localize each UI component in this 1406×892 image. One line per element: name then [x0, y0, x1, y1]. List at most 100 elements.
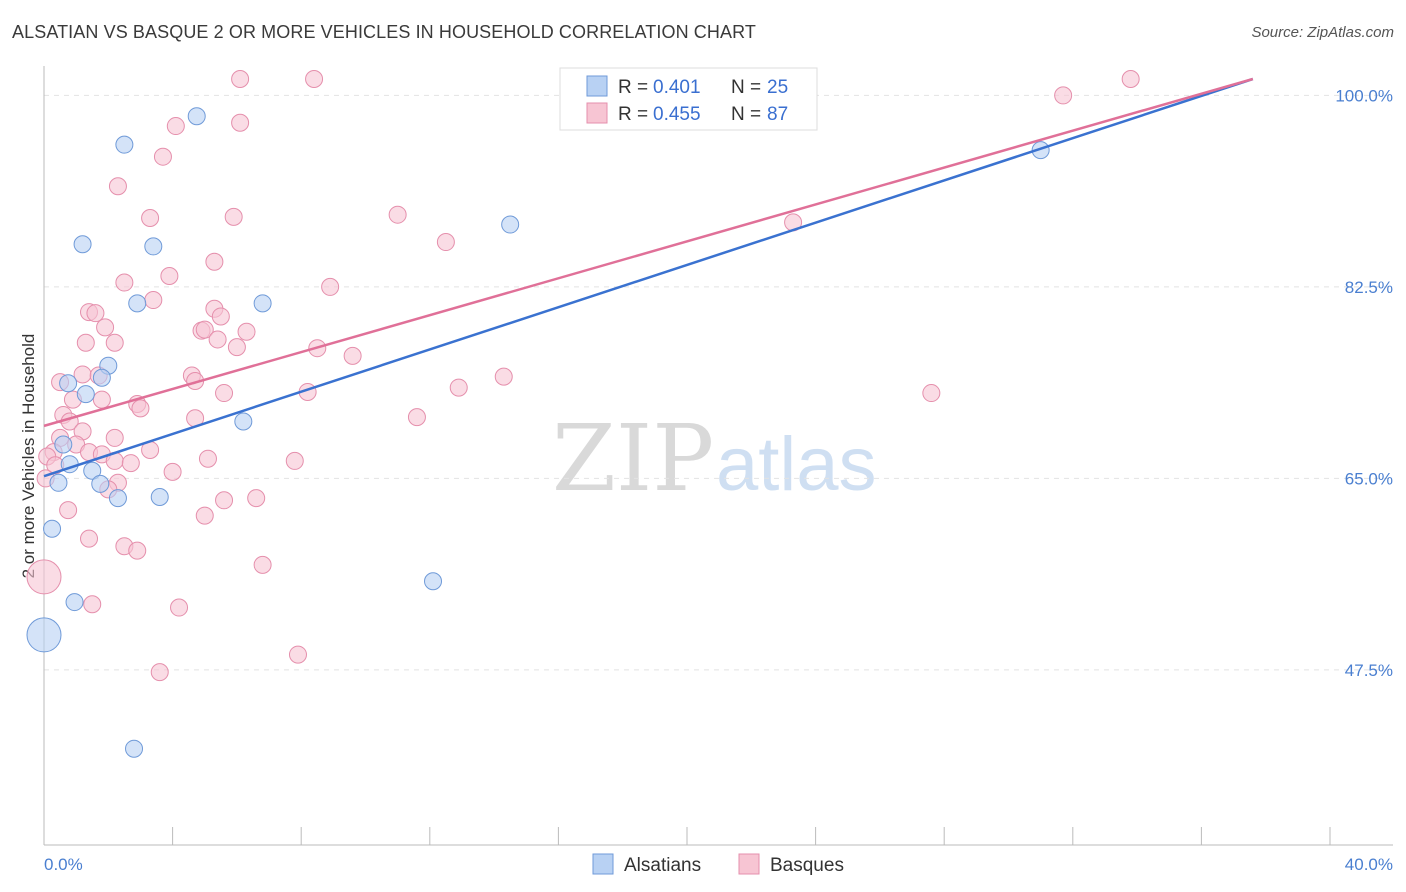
point-basques-12	[436, 233, 455, 252]
point-alsatians-11	[234, 412, 253, 431]
point-basques-80	[288, 645, 307, 664]
point-basques-76	[253, 555, 272, 574]
trend-line-basques	[43, 77, 1254, 428]
point-basques-70	[247, 489, 266, 508]
legend-r-label-alsatians: R =	[618, 77, 648, 98]
series-alsatians	[26, 107, 1050, 758]
point-basques-18	[144, 291, 163, 310]
point-basques-39	[449, 378, 468, 397]
y-tick-label-3: 47.5%	[1345, 661, 1393, 680]
bottom-legend-label-alsatians: Alsatians	[624, 855, 701, 876]
point-alsatians-2	[73, 235, 92, 254]
point-basques-4	[1054, 86, 1073, 105]
legend-box: R = 0.401 N = 25 R = 0.455 N = 87	[559, 67, 818, 131]
point-basques-17	[321, 277, 340, 296]
watermark: ZIP atlas	[552, 405, 877, 512]
point-basques-72	[195, 506, 214, 525]
point-alsatians-12	[54, 435, 73, 454]
x-tick-label-right: 40.0%	[1345, 855, 1393, 874]
point-basques-32	[343, 346, 362, 365]
point-alsatians-21	[65, 593, 84, 612]
legend-n-value-alsatians: 25	[767, 77, 788, 98]
point-basques-41	[215, 384, 234, 403]
point-alsatians-19	[43, 519, 62, 538]
bottom-legend: Alsatians Basques	[592, 853, 844, 876]
point-basques-65	[163, 462, 182, 481]
point-basques-46	[131, 399, 150, 418]
chart-title: ALSATIAN VS BASQUE 2 OR MORE VEHICLES IN…	[12, 22, 756, 42]
point-alsatians-20	[424, 572, 443, 591]
y-tick-label-0: 100.0%	[1335, 86, 1393, 105]
gridlines	[44, 94, 1393, 671]
point-alsatians-16	[91, 474, 110, 493]
point-basques-15	[160, 266, 179, 285]
watermark-zip: ZIP	[552, 405, 714, 512]
point-alsatians-14	[83, 461, 102, 480]
point-basques-48	[407, 408, 426, 427]
point-basques-22	[211, 307, 230, 326]
point-alsatians-3	[144, 237, 163, 256]
point-basques-6	[231, 113, 250, 132]
point-basques-14	[205, 252, 224, 271]
bottom-legend-label-basques: Basques	[770, 855, 844, 876]
point-alsatians-9	[59, 374, 78, 393]
point-alsatians-0	[187, 107, 206, 126]
legend-n-value-basques: 87	[767, 104, 788, 125]
series-basques	[26, 70, 1140, 682]
point-basques-81	[150, 663, 169, 682]
point-basques-61	[121, 454, 140, 473]
point-basques-44	[92, 390, 111, 409]
point-basques-62	[198, 449, 217, 468]
point-basques-28	[76, 333, 95, 352]
point-basques-37	[494, 367, 513, 386]
point-alsatians-17	[108, 489, 127, 508]
point-alsatians-24	[1031, 141, 1050, 160]
point-basques-11	[388, 205, 407, 224]
y-tick-labels: 100.0% 82.5% 65.0% 47.5%	[1335, 86, 1393, 680]
point-basques-63	[285, 451, 304, 470]
trend-line-alsatians	[43, 77, 1254, 478]
point-basques-78	[83, 595, 102, 614]
point-basques-29	[208, 330, 227, 349]
legend-swatch-alsatians	[586, 75, 608, 97]
point-basques-69	[215, 491, 234, 510]
trend-lines	[43, 77, 1254, 478]
point-basques-25	[195, 320, 214, 339]
point-basques-75	[128, 541, 147, 560]
x-tick-label-left: 0.0%	[44, 855, 83, 874]
legend-n-label-alsatians: N =	[731, 77, 761, 98]
legend-r-value-alsatians: 0.401	[653, 77, 701, 98]
point-alsatians-8	[92, 368, 111, 387]
point-alsatians-23	[125, 739, 144, 758]
point-alsatians-10	[76, 385, 95, 404]
point-basques-10	[224, 207, 243, 226]
point-basques-9	[141, 208, 160, 227]
y-tick-label-1: 82.5%	[1345, 278, 1393, 297]
point-basques-21	[86, 304, 105, 323]
chart-source: Source: ZipAtlas.com	[1251, 24, 1394, 41]
point-alsatians-1	[115, 135, 134, 154]
point-alsatians-6	[253, 294, 272, 313]
point-basques-77	[26, 559, 62, 595]
legend-r-label-basques: R =	[618, 104, 648, 125]
point-alsatians-22	[26, 617, 62, 653]
point-basques-16	[115, 273, 134, 292]
point-basques-0	[231, 70, 250, 88]
legend-swatch-basques	[586, 102, 608, 124]
point-basques-73	[80, 529, 99, 548]
watermark-atlas: atlas	[716, 422, 877, 507]
point-basques-5	[166, 117, 185, 136]
point-basques-23	[96, 318, 115, 337]
point-basques-42	[922, 384, 941, 403]
y-axis-label: 2 or more Vehicles in Household	[19, 334, 38, 579]
point-alsatians-4	[501, 215, 520, 234]
point-basques-53	[105, 428, 124, 447]
legend-n-label-basques: N =	[731, 104, 761, 125]
point-basques-3	[1121, 70, 1140, 88]
point-alsatians-18	[150, 488, 169, 507]
bottom-legend-swatch-alsatians	[592, 853, 614, 875]
point-basques-8	[108, 177, 127, 196]
point-basques-27	[105, 333, 124, 352]
point-basques-7	[153, 147, 172, 166]
